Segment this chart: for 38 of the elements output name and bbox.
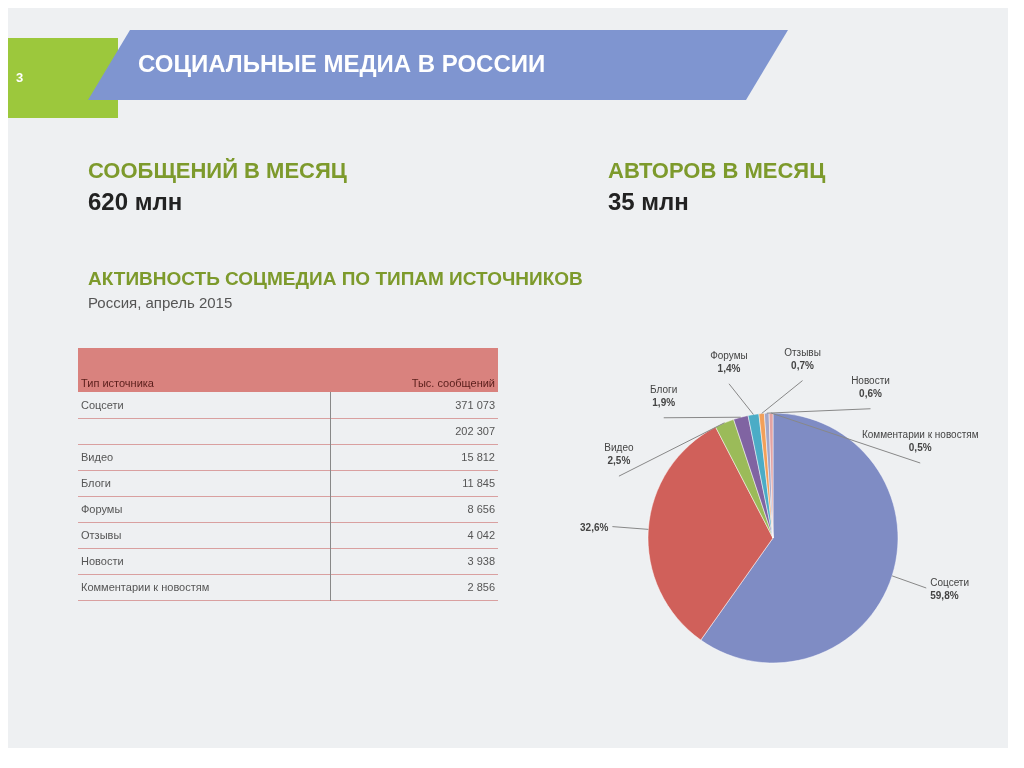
text: СОЦИАЛЬНЫЕ МЕДИА В РОССИИ <box>138 50 546 78</box>
data-label: 11 845 <box>461 476 496 491</box>
data-label: 0,5% <box>908 442 932 453</box>
slice-label: Видео <box>604 442 634 454</box>
text: Россия, апрель 2015 <box>88 294 233 311</box>
category-label: Новости <box>78 548 331 574</box>
category-label: Отзывы <box>78 522 331 548</box>
category-label: Форумы <box>78 496 331 522</box>
data-label: 2 856 <box>466 580 496 595</box>
text: АКТИВНОСТЬ СОЦМЕДИА ПО ТИПАМ ИСТОЧНИКОВ <box>88 268 583 290</box>
data-label: 59,8% <box>930 590 959 601</box>
data-label: 0,6% <box>859 387 883 399</box>
slice-label: Соцсети <box>930 577 970 588</box>
slice-label: Отзывы <box>784 346 821 358</box>
data-label: 15 812 <box>460 450 496 465</box>
text: 35 млн <box>608 188 689 216</box>
data-label: 1,4% <box>717 362 741 374</box>
data-label: 8 656 <box>466 502 496 517</box>
slice-label: Комментарии к новостям <box>861 429 979 440</box>
text: СООБЩЕНИЙ В МЕСЯЦ <box>88 158 347 184</box>
text: 620 млн <box>88 188 183 216</box>
data-label: 0,7% <box>791 359 815 371</box>
data-label: 32,6% <box>580 521 609 533</box>
category-label: Комментарии к новостям <box>78 574 331 600</box>
data-label: 202 307 <box>454 424 496 439</box>
category-label: Блоги <box>78 470 331 496</box>
slice-label: Новости <box>851 374 890 386</box>
data-label: 3 938 <box>466 554 496 569</box>
data-label: 2,5% <box>607 455 631 467</box>
data-label: 4 042 <box>466 528 496 543</box>
category-label: Соцсети <box>78 392 331 418</box>
slice-label: Блоги <box>650 383 678 395</box>
data-label: 1,9% <box>652 396 676 408</box>
category-label: Видео <box>78 444 331 470</box>
data-label: 371 073 <box>454 397 496 413</box>
text: АВТОРОВ В МЕСЯЦ <box>608 158 826 184</box>
slice-label: Форумы <box>710 349 748 361</box>
text: 3 <box>16 70 24 85</box>
